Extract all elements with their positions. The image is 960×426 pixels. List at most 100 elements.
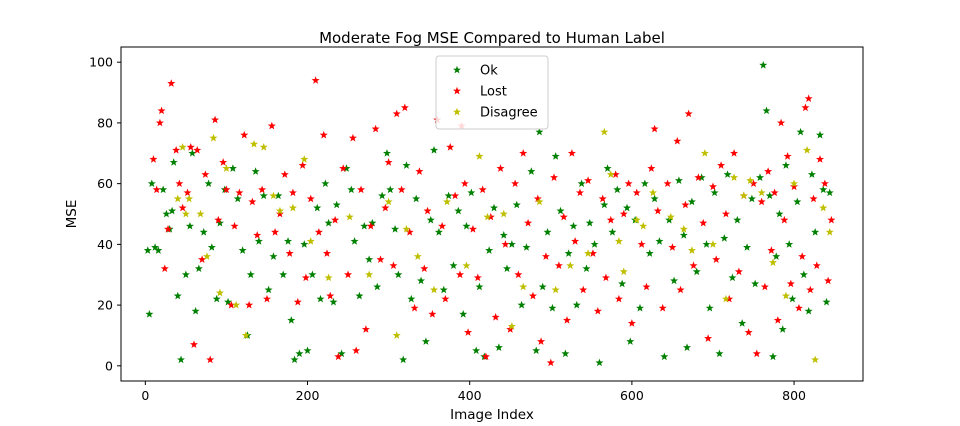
- x-axis-label: Image Index: [450, 407, 534, 423]
- data-point: [485, 246, 494, 254]
- data-point: [181, 209, 190, 218]
- data-point: [460, 179, 469, 188]
- data-point: [280, 170, 289, 178]
- data-point: [632, 188, 641, 197]
- data-point: [548, 303, 557, 312]
- data-point: [601, 273, 610, 282]
- data-point: [619, 267, 628, 276]
- data-point: [775, 209, 784, 218]
- data-point: [300, 240, 309, 248]
- data-point: [827, 215, 836, 224]
- data-point: [739, 191, 748, 200]
- data-point: [803, 146, 812, 154]
- data-point: [472, 346, 481, 355]
- data-point: [541, 252, 550, 260]
- data-point: [650, 194, 659, 203]
- data-point: [371, 124, 380, 133]
- legend: Ok Lost Disagree: [435, 55, 549, 130]
- data-point: [491, 313, 500, 321]
- data-point: [232, 300, 241, 309]
- data-point: [768, 352, 777, 361]
- data-point: [606, 215, 615, 224]
- legend-box: [435, 55, 549, 130]
- data-point: [253, 231, 262, 239]
- data-point: [421, 337, 430, 345]
- data-point: [345, 212, 354, 221]
- data-point: [178, 203, 187, 212]
- data-point: [275, 206, 284, 215]
- data-point: [311, 76, 320, 84]
- data-point: [522, 243, 531, 251]
- data-point: [245, 300, 254, 309]
- data-point: [809, 194, 818, 203]
- data-point: [178, 143, 187, 151]
- data-point: [762, 106, 771, 115]
- data-point: [235, 188, 244, 197]
- data-point: [673, 136, 682, 145]
- data-point: [624, 179, 633, 188]
- data-point: [402, 161, 411, 169]
- data-point: [399, 355, 408, 364]
- data-point: [462, 221, 471, 230]
- series-ok: [143, 61, 834, 367]
- data-point: [623, 203, 632, 212]
- data-point: [188, 149, 197, 157]
- data-point: [181, 270, 190, 279]
- data-point: [173, 291, 182, 300]
- data-point: [636, 303, 644, 312]
- x-tick-label: 200: [296, 388, 320, 403]
- data-point: [287, 316, 296, 324]
- data-point: [269, 252, 278, 260]
- y-tick-label: 0: [105, 358, 113, 373]
- data-point: [781, 161, 790, 169]
- data-point: [700, 149, 709, 157]
- data-point: [284, 237, 293, 245]
- data-point: [528, 291, 537, 300]
- data-point: [569, 221, 578, 230]
- data-point: [546, 358, 555, 367]
- data-point: [224, 297, 233, 306]
- data-point: [687, 197, 696, 206]
- data-point: [538, 282, 547, 291]
- data-point: [645, 249, 654, 257]
- data-point: [712, 255, 721, 263]
- data-point: [149, 155, 158, 163]
- data-point: [400, 103, 409, 112]
- x-axis: 0 200 400 600 800: [141, 381, 806, 403]
- data-point: [258, 185, 267, 194]
- data-point: [189, 340, 198, 348]
- data-point: [588, 249, 597, 257]
- data-point: [206, 355, 215, 364]
- data-point: [342, 164, 351, 172]
- data-point: [537, 337, 546, 345]
- data-point: [348, 133, 357, 142]
- data-point: [670, 276, 679, 285]
- data-point: [694, 173, 703, 181]
- data-point: [204, 179, 213, 188]
- data-point: [507, 240, 516, 248]
- data-point: [721, 294, 730, 303]
- data-point: [339, 164, 348, 172]
- data-point: [426, 215, 435, 224]
- data-point: [215, 288, 224, 297]
- data-point: [648, 188, 657, 197]
- data-point: [567, 149, 576, 157]
- data-point: [267, 121, 276, 130]
- data-point: [501, 240, 510, 248]
- data-point: [577, 179, 586, 188]
- data-point: [614, 237, 623, 245]
- data-point: [394, 270, 403, 279]
- data-point: [816, 155, 825, 163]
- data-point: [499, 209, 508, 218]
- data-point: [517, 300, 526, 309]
- data-point: [227, 300, 236, 309]
- data-point: [324, 273, 333, 282]
- data-point: [191, 306, 200, 315]
- data-point: [764, 167, 773, 175]
- data-point: [710, 188, 719, 197]
- data-point: [462, 261, 471, 270]
- data-point: [637, 240, 646, 248]
- data-point: [777, 118, 786, 127]
- data-point: [475, 282, 484, 291]
- data-point: [366, 221, 375, 230]
